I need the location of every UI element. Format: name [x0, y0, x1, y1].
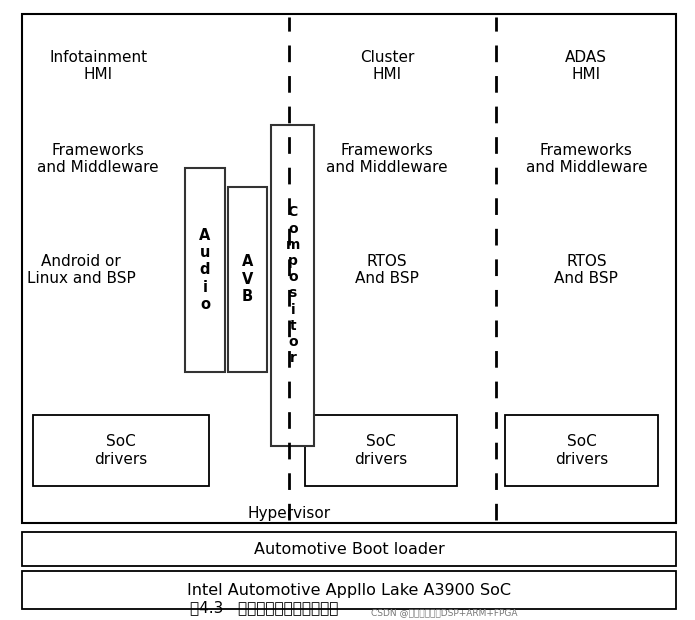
Text: Frameworks
and Middleware: Frameworks and Middleware: [38, 143, 159, 175]
Bar: [505, 415, 657, 486]
Text: SoC
drivers: SoC drivers: [555, 434, 608, 467]
Text: Infotainment
HMI: Infotainment HMI: [49, 50, 147, 82]
Text: Automotive Boot loader: Automotive Boot loader: [254, 542, 445, 557]
Text: Cluster
HMI: Cluster HMI: [360, 50, 414, 82]
Text: RTOS
And BSP: RTOS And BSP: [355, 254, 419, 286]
Text: CSDN @深圳信迅科技DSP+ARM+FPGA: CSDN @深圳信迅科技DSP+ARM+FPGA: [371, 608, 518, 617]
Text: Frameworks
and Middleware: Frameworks and Middleware: [326, 143, 448, 175]
Text: 图4.3   车载系统虚拟化应用框图: 图4.3 车载系统虚拟化应用框图: [190, 600, 338, 615]
Text: Intel Automotive Appllo Lake A3900 SoC: Intel Automotive Appllo Lake A3900 SoC: [187, 583, 512, 598]
Text: A
V
B: A V B: [242, 254, 253, 304]
Bar: [22, 571, 676, 609]
Bar: [22, 532, 676, 566]
Bar: [185, 168, 225, 372]
Text: Frameworks
and Middleware: Frameworks and Middleware: [525, 143, 647, 175]
Text: RTOS
And BSP: RTOS And BSP: [555, 254, 619, 286]
Bar: [304, 415, 457, 486]
Text: Android or
Linux and BSP: Android or Linux and BSP: [26, 254, 136, 286]
Text: A
u
d
i
o: A u d i o: [199, 228, 211, 312]
Text: ADAS
HMI: ADAS HMI: [565, 50, 607, 82]
Bar: [271, 125, 314, 446]
Bar: [229, 187, 266, 372]
Text: SoC
drivers: SoC drivers: [354, 434, 407, 467]
Text: Hypervisor: Hypervisor: [247, 506, 330, 521]
Bar: [22, 14, 676, 523]
Text: SoC
drivers: SoC drivers: [94, 434, 147, 467]
Text: C
o
m
p
o
s
i
t
o
r: C o m p o s i t o r: [286, 205, 300, 365]
Bar: [33, 415, 209, 486]
